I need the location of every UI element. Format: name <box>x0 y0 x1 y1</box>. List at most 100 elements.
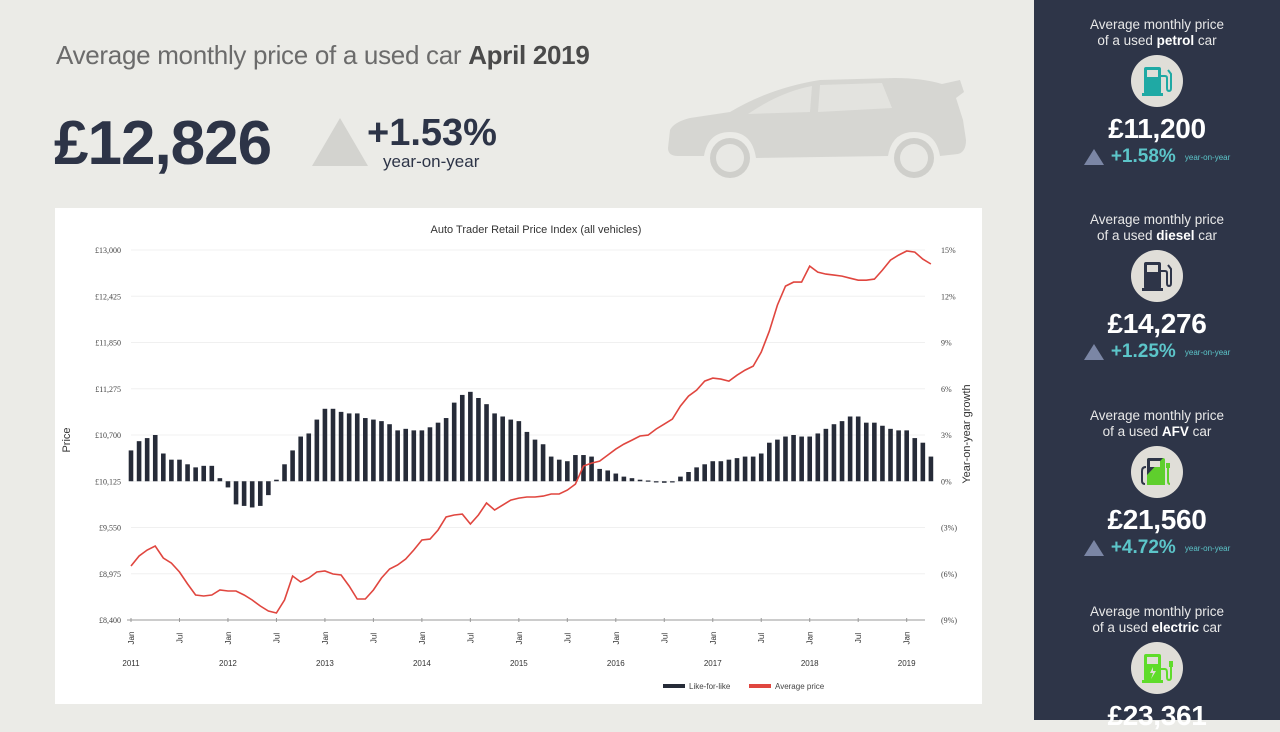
y2-tick-label: (6%) <box>941 570 957 579</box>
like-for-like-bar <box>363 418 368 482</box>
like-for-like-bar <box>419 430 425 482</box>
like-for-like-bar <box>435 422 441 482</box>
like-for-like-bar <box>371 419 376 482</box>
like-for-like-bar <box>694 467 699 482</box>
like-for-like-bar <box>346 413 352 482</box>
like-for-like-bar <box>613 473 619 482</box>
petrol-pump-icon <box>1131 55 1183 107</box>
average-price: £12,826 <box>54 109 272 178</box>
card-label: Average monthly price of a used AFV car <box>1089 408 1225 439</box>
like-for-like-bar <box>920 442 926 482</box>
like-for-like-bar <box>718 461 724 482</box>
like-for-like-bar <box>589 456 594 482</box>
card-change: +1.58% year-on-year <box>1034 146 1280 167</box>
like-for-like-bar <box>169 459 174 482</box>
fuel-card-diesel: Average monthly price of a used diesel c… <box>1034 212 1280 362</box>
like-for-like-bar <box>484 404 489 482</box>
like-for-like-bar <box>710 461 716 482</box>
chart-title: Auto Trader Retail Price Index (all vehi… <box>431 224 642 236</box>
like-for-like-bar <box>807 436 813 482</box>
like-for-like-bar <box>888 428 893 482</box>
average-price-line <box>130 250 932 614</box>
like-for-like-bar <box>831 424 837 482</box>
like-for-like-bar <box>201 465 207 482</box>
legend-average-price: Average price <box>775 682 825 691</box>
like-for-like-bar <box>548 456 554 482</box>
like-for-like-bar <box>775 439 780 482</box>
like-for-like-bar <box>872 422 877 482</box>
y2-tick-label: (9%) <box>941 616 957 625</box>
like-for-like-bar <box>540 444 546 482</box>
like-for-like-bar <box>661 481 667 483</box>
y-tick-label: £8,400 <box>99 616 121 625</box>
x-month-label: Jul <box>369 633 378 643</box>
y2-tick-label: (3%) <box>941 524 957 533</box>
y-axis-label: Price <box>61 427 73 452</box>
like-for-like-bar <box>791 435 796 482</box>
x-month-label: Jan <box>418 632 427 645</box>
like-for-like-bar <box>742 456 748 482</box>
like-for-like-bar <box>847 416 853 482</box>
y2-tick-label: 9% <box>941 339 952 348</box>
chart-legend: Like-for-like Average price <box>663 682 825 691</box>
up-triangle-icon <box>1083 344 1104 360</box>
legend-swatch-like-for-like <box>663 684 685 688</box>
like-for-like-bar <box>565 461 570 482</box>
like-for-like-bar <box>459 394 465 482</box>
x-year-label: 2015 <box>510 659 528 668</box>
like-for-like-bar <box>767 442 772 482</box>
y2-axis-label: Year-on-year growth <box>961 384 973 483</box>
like-for-like-bar <box>839 421 845 482</box>
like-for-like-bar <box>912 438 918 482</box>
x-month-label: Jul <box>854 633 863 643</box>
like-for-like-bar <box>621 476 627 482</box>
price-index-chart: Auto Trader Retail Price Index (all vehi… <box>55 208 982 704</box>
like-for-like-bar <box>556 459 562 482</box>
x-month-label: Jul <box>272 633 281 643</box>
like-for-like-bar <box>702 464 707 482</box>
x-month-label: Jan <box>903 632 912 645</box>
like-for-like-bar <box>152 435 158 482</box>
y2-tick-label: 15% <box>941 246 956 255</box>
like-for-like-bar <box>823 428 829 482</box>
like-for-like-bar <box>427 427 433 482</box>
like-for-like-bar <box>241 481 247 506</box>
like-for-like-bar <box>508 419 514 482</box>
like-for-like-bar <box>573 455 578 482</box>
y-tick-label: £11,850 <box>95 339 121 348</box>
x-year-label: 2016 <box>607 659 625 668</box>
up-triangle-icon <box>312 118 368 166</box>
like-for-like-bar <box>476 398 481 482</box>
y-tick-label: £10,125 <box>95 477 121 486</box>
x-month-label: Jan <box>612 632 621 645</box>
x-year-label: 2018 <box>801 659 819 668</box>
x-month-label: Jul <box>466 633 475 643</box>
y-tick-label: £10,700 <box>95 431 121 440</box>
like-for-like-bar <box>185 464 190 482</box>
like-for-like-bar <box>314 419 320 482</box>
like-for-like-bar <box>233 481 239 505</box>
like-for-like-bar <box>904 430 909 482</box>
like-for-like-bar <box>266 481 271 496</box>
x-month-label: Jan <box>515 632 524 645</box>
x-month-label: Jul <box>660 633 669 643</box>
like-for-like-bar <box>257 481 263 506</box>
like-for-like-bar <box>863 422 869 482</box>
like-for-like-bar <box>379 421 384 482</box>
like-for-like-bar <box>799 436 804 482</box>
y-tick-label: £9,550 <box>99 524 121 533</box>
like-for-like-bar <box>855 416 861 482</box>
like-for-like-bar <box>880 425 885 482</box>
card-price: £23,361 <box>1107 700 1207 731</box>
like-for-like-bar <box>136 441 142 482</box>
like-for-like-bar <box>161 453 166 482</box>
x-year-label: 2012 <box>219 659 237 668</box>
like-for-like-bar <box>629 478 635 482</box>
price-change: +1.53% <box>367 112 497 154</box>
like-for-like-bar <box>282 464 287 482</box>
x-year-label: 2019 <box>898 659 916 668</box>
like-for-like-bar <box>605 470 611 482</box>
card-change: +4.72% year-on-year <box>1034 537 1280 558</box>
legend-like-for-like: Like-for-like <box>689 682 731 691</box>
card-price: £21,560 <box>1107 504 1207 535</box>
